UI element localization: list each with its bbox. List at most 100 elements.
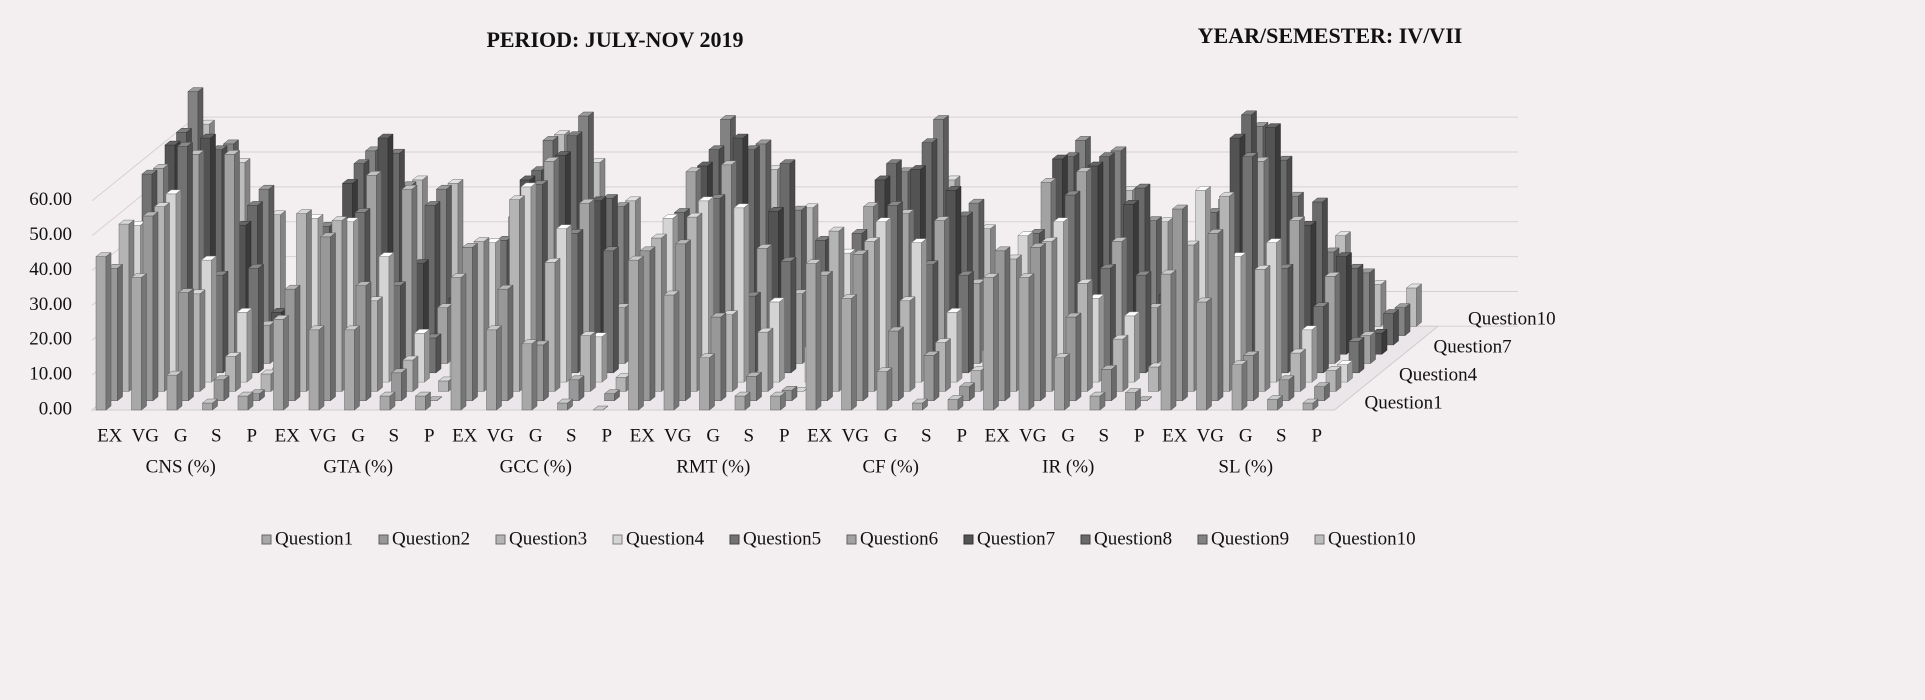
depth-tick-label: Question1 [1365,392,1443,413]
bar-side [613,246,619,374]
bar-side [790,256,797,374]
bar [402,355,419,392]
bar-side [969,382,975,402]
bar-side [1253,350,1259,402]
bar-side [294,284,301,402]
bar-side [1334,271,1341,365]
bar [627,255,645,411]
bar [947,395,964,411]
bar-front [202,402,213,411]
bar-side [1323,302,1329,374]
bar-side [1393,309,1399,346]
bar-front [628,259,639,411]
bar-side [164,202,170,392]
bar [1382,309,1400,346]
x-tick-label: S [566,425,577,446]
bar-side [424,328,430,383]
x-tick-label: EX [630,425,656,446]
bar [934,338,952,392]
bar-side [709,353,715,411]
bar-side [1370,331,1376,365]
bar-side [1416,283,1422,327]
bar-side [851,293,857,411]
bar [1335,252,1353,355]
bar-front [260,373,272,392]
bar [272,314,290,411]
bar-side [1099,391,1106,411]
bar-side [401,368,407,402]
bar-side [1335,365,1342,392]
bar-side [318,325,325,411]
bar-front [1267,399,1278,411]
bar-side [957,395,964,411]
bar [1076,278,1094,392]
group-label: SL (%) [1218,456,1273,477]
x-tick-label: VG [309,425,337,446]
bar [1325,365,1342,392]
depth-tick-label: Question7 [1434,337,1512,358]
bar-front [604,393,615,401]
x-tick-label: EX [452,425,478,446]
bar-side [247,391,254,411]
x-tick-label: P [779,425,790,446]
bar-side [720,312,727,402]
legend-swatch [963,534,974,545]
bar-side [472,242,478,402]
bar-front [770,395,781,411]
bar-front [450,277,462,411]
bar-side [354,325,360,411]
bar-side [886,367,893,411]
bar-side [554,257,561,392]
bar [982,273,1000,411]
bar-side [898,326,904,402]
bar-front [379,395,391,411]
bar [639,246,656,402]
bar [579,331,597,392]
x-tick-label: EX [1162,425,1188,446]
legend-label: Question10 [1328,528,1416,549]
bar [1301,325,1318,383]
bar [237,391,254,411]
bar [674,239,692,402]
bar-front [557,402,568,411]
bar [1231,360,1248,411]
bar-side [649,246,656,402]
bar-front [734,395,746,411]
bar [95,252,112,411]
bar-front [1302,402,1314,411]
bar-side [922,398,928,411]
bar [189,289,206,392]
bar [413,328,431,383]
legend-swatch [495,534,506,545]
bar-side [1276,238,1282,383]
bar [1336,360,1354,383]
bar-side [1347,360,1353,383]
bar-side [827,270,833,402]
bar-side [1134,311,1140,383]
bar-front [1089,395,1101,411]
x-tick-label: VG [842,425,870,446]
bar [166,370,183,411]
bar-front [568,379,580,401]
bar-front [237,395,249,411]
legend-label: Question7 [977,528,1055,549]
bar-side [1182,204,1188,402]
legend-swatch [1314,534,1325,545]
bar-front [912,402,923,411]
depth-tick-label: Question10 [1468,309,1556,330]
bar-side [1277,395,1283,411]
bar-side [1288,375,1295,402]
bar-side [1170,269,1177,411]
x-tick-label: P [601,425,612,446]
bar-side [638,255,644,411]
bar-side [212,398,218,411]
legend-label: Question4 [626,528,705,549]
bar [603,389,621,402]
bar [390,368,408,402]
bar-front [213,379,225,401]
legend-label: Question5 [743,528,821,549]
bar [521,339,538,411]
bar-side [566,224,572,383]
bar-front [615,377,627,392]
